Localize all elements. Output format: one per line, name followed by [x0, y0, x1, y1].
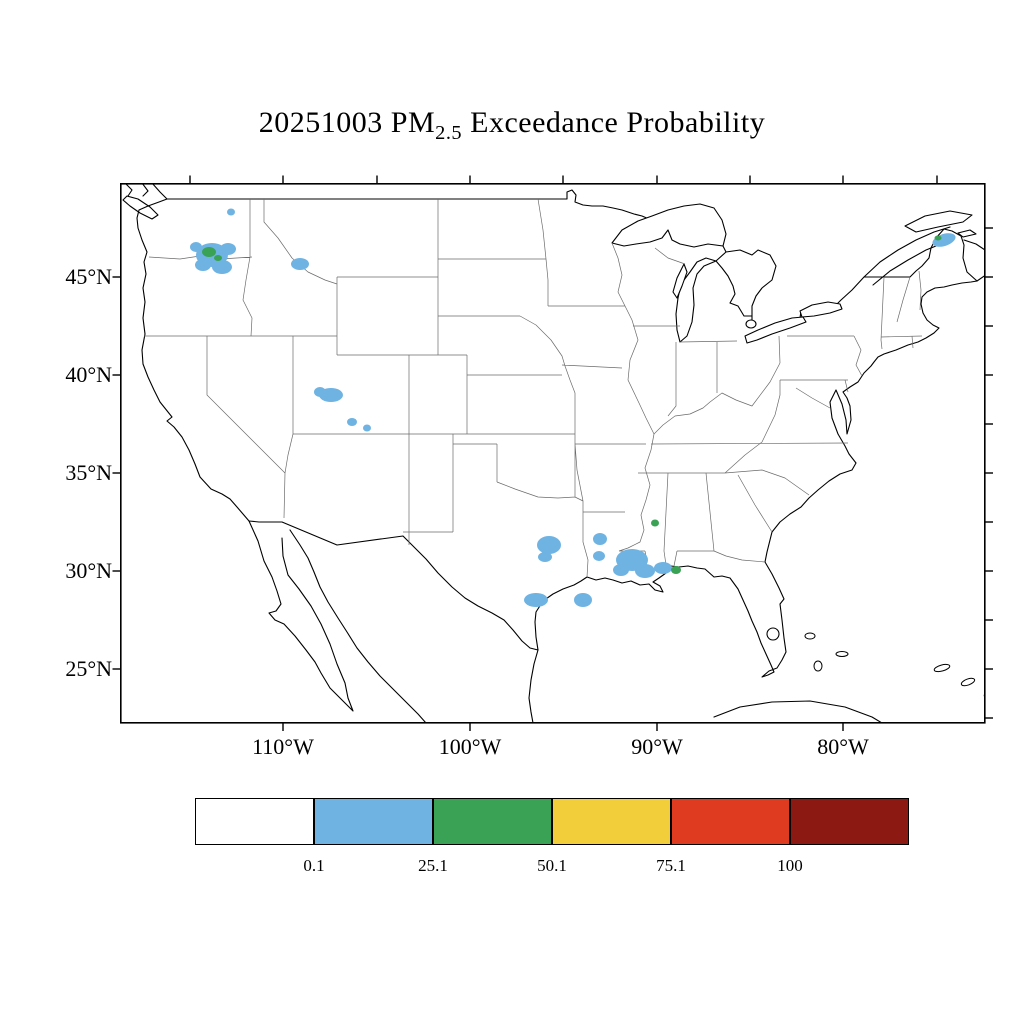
lat-label-40n: 40°N — [65, 362, 112, 387]
colorbar-cell-4 — [671, 798, 790, 845]
canada-coast — [122, 184, 984, 286]
caribbean-coast — [713, 700, 882, 722]
colorbar-tick-0: 0.1 — [303, 856, 325, 875]
lat-label-45n: 45°N — [65, 264, 112, 289]
title-subscript: 2.5 — [435, 122, 463, 144]
lake-huron — [715, 249, 777, 317]
lake-okeechobee — [766, 627, 780, 641]
colorbar-cell-0 — [195, 798, 314, 845]
lake-superior — [611, 203, 727, 248]
colorbar-tick-1: 25.1 — [418, 856, 448, 875]
colorbar-cell-1 — [314, 798, 433, 845]
us-outline — [136, 189, 978, 678]
coastline-layer — [122, 184, 984, 722]
colorbar — [195, 798, 909, 845]
island-outlines — [804, 632, 984, 698]
axis-ticks-right — [985, 227, 993, 719]
colorbar-tick-4: 100 — [777, 856, 803, 875]
colorbar-cell-2 — [433, 798, 552, 845]
map-frame — [120, 183, 986, 724]
colorbar-tick-2: 50.1 — [537, 856, 567, 875]
title-suffix: Exceedance Probability — [462, 106, 766, 139]
probability-contours-blue — [190, 208, 956, 607]
lon-label-100w: 100°W — [438, 734, 502, 759]
mexico-coast — [248, 520, 539, 722]
lat-label-30n: 30°N — [65, 558, 112, 583]
lake-erie — [744, 316, 807, 344]
axis-ticks-bottom — [282, 723, 844, 731]
lat-label-25n: 25°N — [65, 656, 112, 681]
lake-michigan — [675, 257, 717, 343]
probability-contours-green — [202, 235, 942, 574]
lake-ontario — [799, 301, 843, 318]
lon-label-80w: 80°W — [817, 734, 869, 759]
green-bay — [672, 263, 688, 299]
title-prefix: 20251003 PM — [258, 106, 436, 139]
lon-label-110w: 110°W — [252, 734, 314, 759]
lon-label-90w: 90°W — [631, 734, 683, 759]
map-plot — [112, 175, 993, 731]
lake-st-clair — [745, 319, 757, 329]
axis-ticks-top — [189, 175, 938, 184]
colorbar-cell-5 — [790, 798, 909, 845]
lat-label-35n: 35°N — [65, 460, 112, 485]
colorbar-tick-3: 75.1 — [656, 856, 686, 875]
chart-title: 20251003 PM2.5 Exceedance Probability — [0, 106, 1024, 145]
state-borders — [144, 198, 923, 578]
colorbar-cell-3 — [552, 798, 671, 845]
lakes-layer — [611, 203, 843, 641]
axis-ticks-left — [112, 276, 121, 670]
